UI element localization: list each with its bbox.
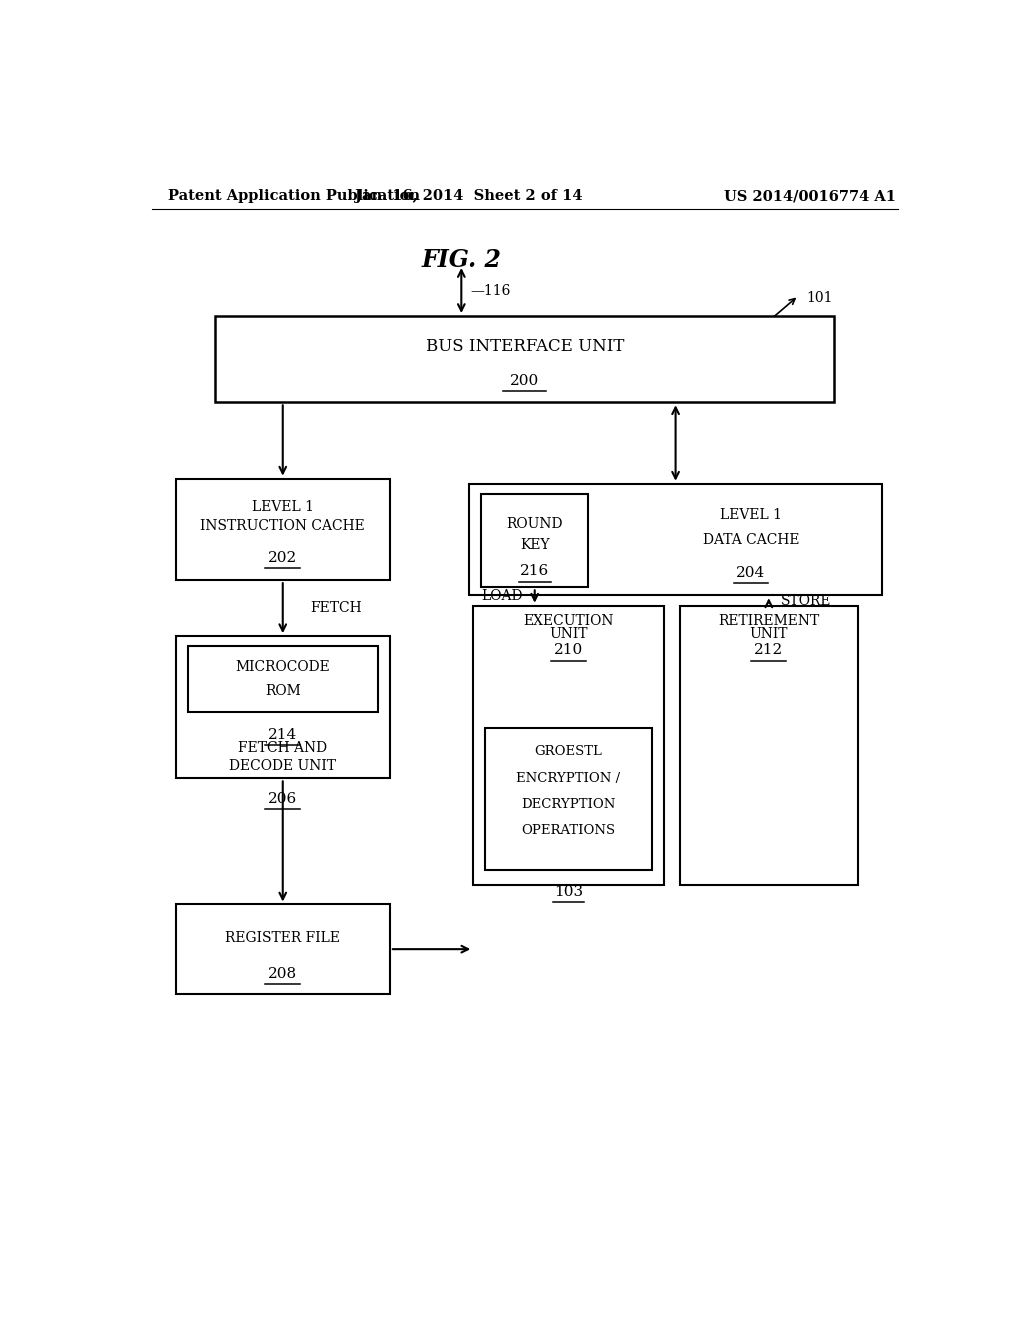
Text: US 2014/0016774 A1: US 2014/0016774 A1 — [725, 189, 896, 203]
Text: STORE: STORE — [780, 594, 831, 607]
Text: LOAD: LOAD — [481, 590, 523, 603]
FancyBboxPatch shape — [469, 483, 882, 595]
Text: 200: 200 — [510, 374, 540, 388]
Text: DECODE UNIT: DECODE UNIT — [229, 759, 336, 774]
Text: DATA CACHE: DATA CACHE — [702, 532, 799, 546]
Text: —116: —116 — [471, 284, 511, 297]
Text: Patent Application Publication: Patent Application Publication — [168, 189, 420, 203]
Text: LEVEL 1: LEVEL 1 — [252, 500, 313, 513]
Text: 101: 101 — [807, 290, 834, 305]
Text: 202: 202 — [268, 550, 297, 565]
Text: LEVEL 1: LEVEL 1 — [720, 508, 782, 521]
Text: FETCH AND: FETCH AND — [239, 741, 328, 755]
FancyBboxPatch shape — [473, 606, 664, 886]
Text: ROM: ROM — [265, 684, 301, 698]
Text: 216: 216 — [520, 565, 549, 578]
FancyBboxPatch shape — [485, 727, 652, 870]
Text: FETCH: FETCH — [310, 601, 362, 615]
Text: 214: 214 — [268, 727, 297, 742]
Text: ROUND: ROUND — [507, 516, 563, 531]
Text: FIG. 2: FIG. 2 — [421, 248, 502, 272]
FancyBboxPatch shape — [215, 315, 835, 403]
Text: 212: 212 — [755, 643, 783, 657]
Text: DECRYPTION: DECRYPTION — [521, 797, 615, 810]
Text: 204: 204 — [736, 566, 766, 579]
FancyBboxPatch shape — [176, 904, 390, 994]
Text: UNIT: UNIT — [750, 627, 788, 640]
FancyBboxPatch shape — [481, 494, 588, 587]
FancyBboxPatch shape — [680, 606, 858, 886]
Text: OPERATIONS: OPERATIONS — [521, 824, 615, 837]
Text: 208: 208 — [268, 968, 297, 981]
Text: REGISTER FILE: REGISTER FILE — [225, 932, 340, 945]
Text: 103: 103 — [554, 886, 583, 899]
Text: KEY: KEY — [520, 539, 550, 552]
Text: 206: 206 — [268, 792, 297, 805]
Text: BUS INTERFACE UNIT: BUS INTERFACE UNIT — [426, 338, 624, 355]
Text: MICROCODE: MICROCODE — [236, 660, 330, 675]
Text: UNIT: UNIT — [549, 627, 588, 640]
Text: ENCRYPTION /: ENCRYPTION / — [516, 772, 621, 785]
Text: EXECUTION: EXECUTION — [523, 614, 613, 628]
Text: INSTRUCTION CACHE: INSTRUCTION CACHE — [201, 519, 366, 533]
Text: 210: 210 — [554, 643, 583, 657]
Text: GROESTL: GROESTL — [535, 746, 602, 758]
FancyBboxPatch shape — [187, 647, 378, 713]
FancyBboxPatch shape — [176, 479, 390, 581]
FancyBboxPatch shape — [176, 636, 390, 779]
Text: Jan. 16, 2014  Sheet 2 of 14: Jan. 16, 2014 Sheet 2 of 14 — [355, 189, 583, 203]
Text: RETIREMENT: RETIREMENT — [718, 614, 819, 628]
